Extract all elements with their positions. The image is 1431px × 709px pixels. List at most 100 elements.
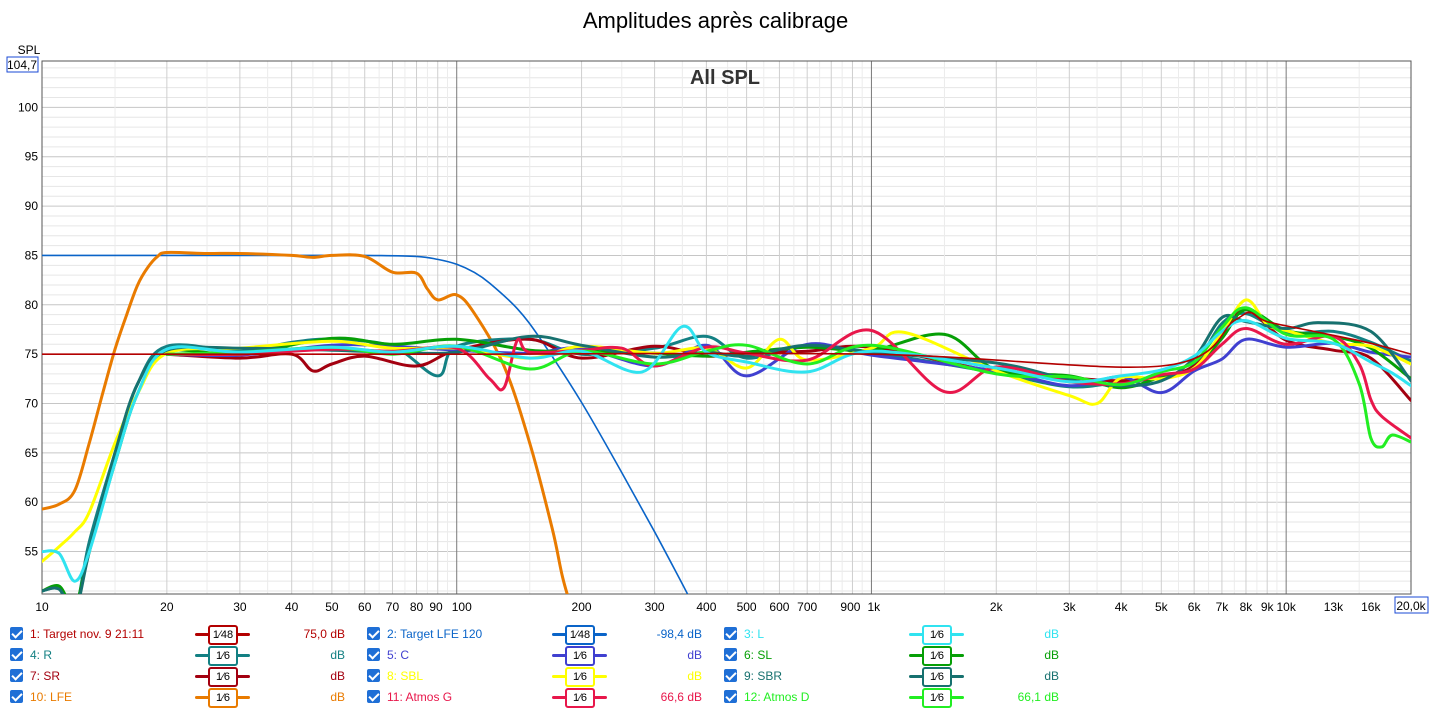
smoothing-label: 1⁄48 [565,625,595,645]
legend-label: 5: C [387,648,410,662]
y-tick-label: 95 [25,150,39,164]
legend-value: dB [1044,648,1059,662]
legend-checkbox[interactable] [367,627,380,640]
legend-checkbox[interactable] [724,669,737,682]
legend-checkbox[interactable] [10,627,23,640]
legend-item[interactable]: 8: SBL 1⁄6 dB [367,666,707,687]
legend-value: 66,1 dB [1017,690,1059,704]
legend-label: 8: SBL [387,669,424,683]
y-tick-label: 60 [25,495,39,509]
x-tick-label: 40 [285,600,299,614]
smoothing-label: 1⁄48 [208,625,238,645]
x-tick-label: 6k [1188,600,1202,614]
smoothing-selector[interactable]: 1⁄6 [195,667,250,687]
x-tick-label: 700 [797,600,817,614]
y-tick-label: 70 [25,397,39,411]
legend-label: 6: SL [744,648,773,662]
smoothing-label: 1⁄6 [208,646,238,666]
legend-value: dB [330,648,345,662]
legend-item[interactable]: 1: Target nov. 9 21:11 1⁄48 75,0 dB [10,624,350,645]
x-tick-label: 7k [1216,600,1230,614]
x-tick-label: 20 [160,600,174,614]
legend-item[interactable]: 9: SBR 1⁄6 dB [724,666,1064,687]
legend-item[interactable]: 4: R 1⁄6 dB [10,645,350,666]
x-tick-label: 16k [1361,600,1381,614]
smoothing-selector[interactable]: 1⁄6 [552,688,607,708]
smoothing-label: 1⁄6 [922,646,952,666]
smoothing-selector[interactable]: 1⁄6 [552,667,607,687]
smoothing-selector[interactable]: 1⁄48 [552,625,607,645]
smoothing-selector[interactable]: 1⁄6 [909,688,964,708]
legend-checkbox[interactable] [10,690,23,703]
all-spl-annotation: All SPL [690,67,760,89]
smoothing-label: 1⁄6 [922,688,952,708]
x-tick-label: 13k [1324,600,1344,614]
legend-label: 9: SBR [744,669,783,683]
smoothing-label: 1⁄6 [565,688,595,708]
legend-checkbox[interactable] [724,648,737,661]
x-tick-label: 400 [696,600,716,614]
legend-item[interactable]: 10: LFE 1⁄6 dB [10,687,350,708]
series-line-10 [42,250,569,594]
x-tick-label: 70 [386,600,400,614]
smoothing-label: 1⁄6 [565,646,595,666]
grid [41,61,1412,594]
smoothing-selector[interactable]: 1⁄48 [195,625,250,645]
legend-item[interactable]: 3: L 1⁄6 dB [724,624,1064,645]
legend-checkbox[interactable] [10,669,23,682]
x-tick-label: 500 [737,600,757,614]
legend-value: dB [687,669,702,683]
legend-checkbox[interactable] [367,669,380,682]
x-max-label: 20,0k [1396,599,1426,613]
legend-value: -98,4 dB [656,627,702,641]
x-tick-label: 5k [1155,600,1169,614]
x-max-box[interactable]: 20,0k [1394,596,1429,614]
x-tick-label: 600 [769,600,789,614]
smoothing-selector[interactable]: 1⁄6 [195,646,250,666]
x-tick-label: 4k [1115,600,1129,614]
y-tick-label: 65 [25,446,39,460]
legend-value: 66,6 dB [660,690,702,704]
y-max-label: 104,7 [7,58,37,72]
x-tick-label: 10 [35,600,49,614]
legend-label: 7: SR [30,669,61,683]
y-tick-label: 100 [18,100,38,114]
legend: 1: Target nov. 9 21:11 1⁄48 75,0 dB 2: Targ… [0,622,1431,709]
legend-value: dB [687,648,702,662]
x-tick-label: 30 [233,600,247,614]
legend-label: 4: R [30,648,53,662]
legend-item[interactable]: 5: C 1⁄6 dB [367,645,707,666]
series-line-1 [42,311,1411,369]
legend-checkbox[interactable] [10,648,23,661]
legend-item[interactable]: 12: Atmos D 1⁄6 66,1 dB [724,687,1064,708]
x-tick-label: 200 [572,600,592,614]
x-tick-label: 90 [429,600,443,614]
smoothing-selector[interactable]: 1⁄6 [909,667,964,687]
smoothing-label: 1⁄6 [208,688,238,708]
x-tick-label: 9k [1261,600,1275,614]
legend-label: 1: Target nov. 9 21:11 [30,627,145,641]
smoothing-selector[interactable]: 1⁄6 [909,646,964,666]
smoothing-selector[interactable]: 1⁄6 [195,688,250,708]
y-tick-label: 80 [25,298,39,312]
legend-checkbox[interactable] [724,690,737,703]
x-tick-label: 2k [990,600,1004,614]
legend-item[interactable]: 11: Atmos G 1⁄6 66,6 dB [367,687,707,708]
legend-checkbox[interactable] [367,690,380,703]
smoothing-selector[interactable]: 1⁄6 [552,646,607,666]
smoothing-label: 1⁄6 [565,667,595,687]
legend-item[interactable]: 2: Target LFE 120 1⁄48 -98,4 dB [367,624,707,645]
legend-checkbox[interactable] [367,648,380,661]
y-tick-label: 55 [25,545,39,559]
legend-item[interactable]: 7: SR 1⁄6 dB [10,666,350,687]
frequency-response-plot[interactable]: 55 60 65 70 75 80 85 90 95 100 10 20 30 40 50 60 70 80 90 1… [0,0,1431,622]
x-tick-label: 50 [325,600,339,614]
smoothing-label: 1⁄6 [922,625,952,645]
series-line-3 [42,318,1411,583]
y-max-box[interactable]: 104,7 [6,56,39,73]
legend-label: 12: Atmos D [744,690,810,704]
legend-item[interactable]: 6: SL 1⁄6 dB [724,645,1064,666]
legend-checkbox[interactable] [724,627,737,640]
smoothing-selector[interactable]: 1⁄6 [909,625,964,645]
x-tick-label: 3k [1063,600,1077,614]
